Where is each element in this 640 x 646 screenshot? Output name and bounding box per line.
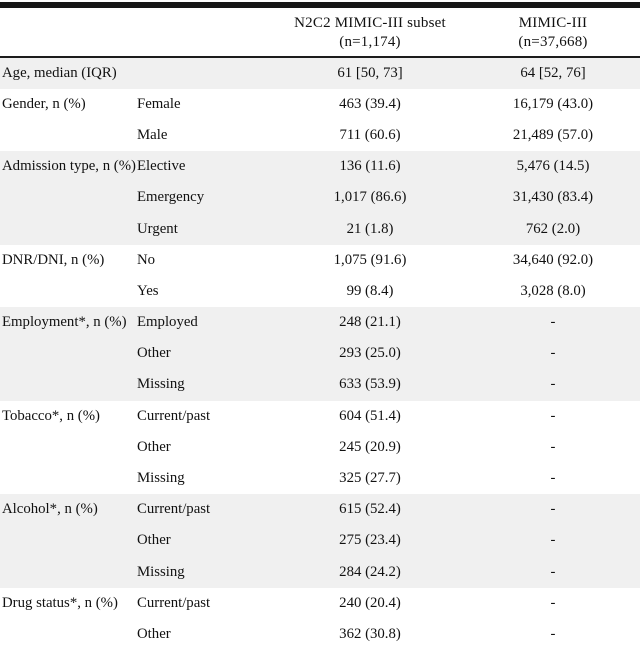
mimic-value-cell: - (550, 470, 556, 487)
mimic-value-cell: - (550, 407, 556, 424)
table-row: Missing 633 (53.9) - (0, 369, 640, 401)
row-sub-label: Current/past (137, 407, 211, 424)
n2c2-value-cell: 245 (20.9) (339, 438, 401, 455)
row-sub-label: Urgent (137, 220, 178, 237)
mimic-value-cell: - (550, 314, 556, 331)
mimic-value-cell: - (550, 376, 556, 393)
mimic-value-cell: 3,028 (8.0) (520, 282, 586, 299)
row-sub-label: Employed (137, 314, 198, 331)
n2c2-value-cell: 275 (23.4) (339, 532, 401, 549)
row-group-label: Alcohol*, n (%) (2, 501, 98, 518)
n2c2-value-cell: 362 (30.8) (339, 625, 401, 642)
mimic-value-cell: - (550, 438, 556, 455)
row-sub-label: Other (137, 625, 171, 642)
n2c2-value-cell: 248 (21.1) (339, 314, 401, 331)
row-sub-label: Missing (137, 470, 185, 487)
column-header-mimic-line2: (n=37,668) (518, 33, 588, 50)
mimic-value-cell: - (550, 345, 556, 362)
row-sub-label: Current/past (137, 501, 211, 518)
mimic-value-cell: 762 (2.0) (525, 220, 581, 237)
row-sub-label: Elective (137, 158, 186, 175)
row-sub-label: Male (137, 126, 168, 143)
column-header-mimic: MIMIC-III (n=37,668) (466, 8, 640, 56)
n2c2-value-cell: 615 (52.4) (339, 501, 401, 518)
row-sub-label: Emergency (137, 189, 205, 206)
n2c2-value-cell: 284 (24.2) (339, 563, 401, 580)
n2c2-value-cell: 21 (1.8) (346, 220, 394, 237)
header-spacer-sub-col (137, 8, 274, 56)
header-spacer-label-col (0, 8, 137, 56)
table-row: Missing 325 (27.7) - (0, 463, 640, 494)
mimic-value-cell: 16,179 (43.0) (512, 95, 594, 112)
table-row: Urgent 21 (1.8) 762 (2.0) (0, 213, 640, 245)
n2c2-value-cell: 293 (25.0) (339, 345, 401, 362)
row-sub-label: Missing (137, 563, 185, 580)
n2c2-value-cell: 604 (51.4) (339, 407, 401, 424)
row-sub-label: Other (137, 438, 171, 455)
row-sub-label: No (137, 251, 156, 268)
n2c2-value-cell: 136 (11.6) (339, 158, 401, 175)
mimic-value-cell: - (550, 625, 556, 642)
row-sub-label: Missing (137, 376, 185, 393)
column-header-mimic-line1: MIMIC-III (518, 14, 588, 31)
row-sub-label: Other (137, 345, 171, 362)
row-group-label: Drug status*, n (%) (2, 594, 118, 611)
mimic-value-cell: 34,640 (92.0) (512, 251, 594, 268)
mimic-value-cell: - (550, 532, 556, 549)
row-sub-label: Current/past (137, 594, 211, 611)
mimic-value-cell: 64 [52, 76] (520, 64, 586, 81)
mimic-value-cell: 21,489 (57.0) (512, 126, 594, 143)
table-row: Tobacco*, n (%) Current/past 604 (51.4) - (0, 401, 640, 432)
column-header-n2c2-line1: N2C2 MIMIC-III subset (294, 14, 446, 31)
row-sub-label: Yes (137, 282, 159, 299)
row-sub-label: Other (137, 532, 171, 549)
n2c2-value-cell: 633 (53.9) (339, 376, 401, 393)
table-row: Yes 99 (8.4) 3,028 (8.0) (0, 276, 640, 307)
row-group-label: Gender, n (%) (2, 95, 86, 112)
table-row: Other 293 (25.0) - (0, 338, 640, 370)
table-row: Age, median (IQR) 61 [50, 73] 64 [52, 76] (0, 57, 640, 89)
row-group-label: Tobacco*, n (%) (2, 407, 100, 424)
table-row: Missing 284 (24.2) - (0, 556, 640, 588)
n2c2-value-cell: 325 (27.7) (339, 470, 401, 487)
mimic-value-cell: - (550, 594, 556, 611)
n2c2-value-cell: 1,075 (91.6) (333, 251, 407, 268)
table-row: Other 245 (20.9) - (0, 432, 640, 463)
column-header-n2c2: N2C2 MIMIC-III subset (n=1,174) (274, 8, 466, 56)
n2c2-value-cell: 61 [50, 73] (337, 64, 403, 81)
row-sub-label: Female (137, 95, 181, 112)
table-body: Age, median (IQR) 61 [50, 73] 64 [52, 76] G… (0, 57, 640, 646)
n2c2-value-cell: 463 (39.4) (339, 95, 401, 112)
n2c2-value-cell: 240 (20.4) (339, 594, 401, 611)
table-header-row: N2C2 MIMIC-III subset (n=1,174) MIMIC-II… (0, 8, 640, 58)
table-row: Emergency 1,017 (86.6) 31,430 (83.4) (0, 182, 640, 214)
mimic-value-cell: 5,476 (14.5) (516, 158, 590, 175)
mimic-value-cell: - (550, 501, 556, 518)
column-header-n2c2-line2: (n=1,174) (339, 33, 401, 50)
table-row: Other 275 (23.4) - (0, 525, 640, 557)
table-row: Male 711 (60.6) 21,489 (57.0) (0, 120, 640, 151)
table-row: DNR/DNI, n (%) No 1,075 (91.6) 34,640 (92.0… (0, 245, 640, 276)
row-group-label: Admission type, n (%) (2, 158, 136, 175)
table-top-rule (0, 2, 640, 8)
n2c2-value-cell: 1,017 (86.6) (333, 189, 407, 206)
table-row: Employment*, n (%) Employed 248 (21.1) - (0, 307, 640, 339)
mimic-value-cell: 31,430 (83.4) (512, 189, 594, 206)
table-row: Other 362 (30.8) - (0, 619, 640, 646)
table-row: Alcohol*, n (%) Current/past 615 (52.4) - (0, 494, 640, 526)
table-row: Drug status*, n (%) Current/past 240 (20.4… (0, 588, 640, 619)
n2c2-value-cell: 99 (8.4) (346, 282, 394, 299)
table-row: Admission type, n (%) Elective 136 (11.6) 5… (0, 151, 640, 183)
n2c2-value-cell: 711 (60.6) (339, 126, 401, 143)
row-group-label: DNR/DNI, n (%) (2, 251, 105, 268)
row-group-label: Employment*, n (%) (2, 314, 127, 331)
row-group-label: Age, median (IQR) (2, 64, 117, 81)
table-row: Gender, n (%) Female 463 (39.4) 16,179 (43.… (0, 89, 640, 120)
mimic-value-cell: - (550, 563, 556, 580)
